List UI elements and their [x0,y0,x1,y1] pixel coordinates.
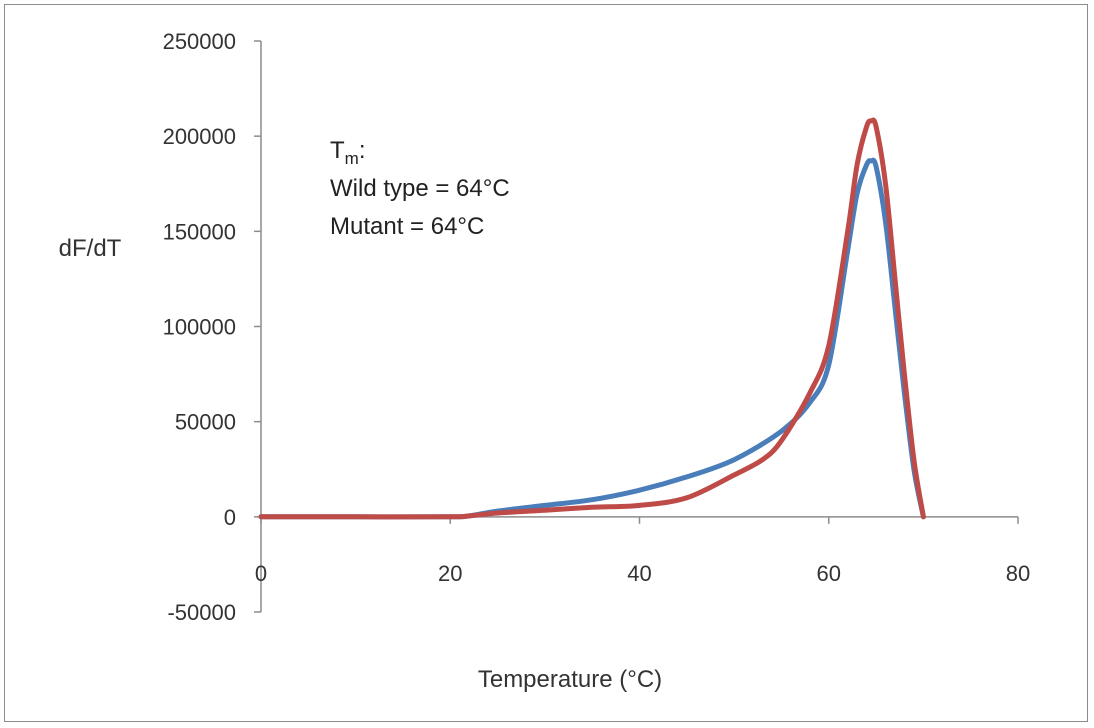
y-tick-label: 150000 [163,219,236,244]
x-tick-label: 80 [1006,561,1030,586]
x-tick-label: 0 [255,561,267,586]
tm-annotation: Tm: Wild type = 64°C Mutant = 64°C [330,137,510,240]
y-axis-title: dF/dT [59,235,122,262]
y-tick-label: 0 [224,505,236,530]
x-axis-title: Temperature (°C) [478,666,662,693]
y-axis: -50000 0 50000 100000 150000 200000 250000 [163,29,262,625]
chart-frame [4,4,1088,722]
y-tick-label: 50000 [175,410,236,435]
x-axis: 0 20 40 60 80 [255,516,1030,586]
series-group [258,117,926,520]
annotation-tm-suffix: : [359,137,366,164]
y-tick-label: 100000 [163,315,236,340]
annotation-tm-sub: m [345,149,359,168]
annotation-wild-type: Wild type = 64°C [330,175,510,202]
y-tick-label: 200000 [163,124,236,149]
y-tick-label: 250000 [163,29,236,54]
x-tick-label: 40 [627,561,651,586]
annotation-line-1: Tm: [330,137,366,168]
x-tick-label: 60 [817,561,841,586]
annotation-tm-main: T [330,137,345,164]
series-line-mutant [258,117,926,520]
y-tick-label: -50000 [167,600,236,625]
x-tick-label: 20 [438,561,462,586]
annotation-mutant: Mutant = 64°C [330,213,484,240]
